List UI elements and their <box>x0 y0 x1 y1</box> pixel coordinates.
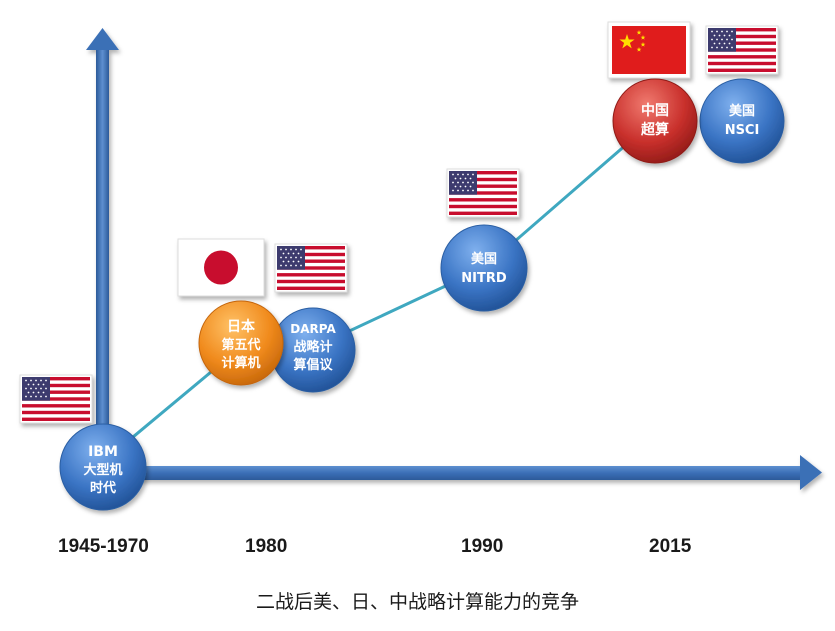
year-label-1945-1970: 1945-1970 <box>58 536 149 557</box>
year-label-1980: 1980 <box>245 536 288 557</box>
node-darpa-line-2: 战略计 <box>293 339 332 355</box>
year-label-2015: 2015 <box>649 536 692 557</box>
node-china-supercomputing: 中国 超算 <box>612 78 698 164</box>
usa-flag-icon <box>19 374 93 424</box>
node-japan-fifth-gen: 日本 第五代 计算机 <box>198 300 284 386</box>
vertical-axis-arrow <box>86 28 119 468</box>
china-flag-icon <box>607 21 691 79</box>
node-china-line-1: 中国 <box>641 102 669 119</box>
node-darpa-line-1: DARPA <box>290 322 336 336</box>
node-japan-line-1: 日本 <box>227 318 256 335</box>
usa-flag-icon <box>274 243 348 293</box>
node-darpa-sci: DARPA 战略计 算倡议 <box>270 307 356 393</box>
japan-flag-icon <box>177 238 265 297</box>
node-nitrd-line-2: NITRD <box>461 271 507 286</box>
usa-flag-icon <box>446 168 520 218</box>
node-japan-line-3: 计算机 <box>221 355 260 371</box>
node-nitrd-line-1: 美国 <box>471 251 497 267</box>
node-ibm-line-1: IBM <box>88 444 118 460</box>
year-label-1990: 1990 <box>461 536 504 557</box>
node-nsci-line-1: 美国 <box>729 103 755 119</box>
horizontal-axis-arrow <box>100 455 822 490</box>
node-usa-nsci: 美国 NSCI <box>699 78 785 164</box>
node-ibm-line-3: 时代 <box>90 480 116 496</box>
node-china-line-2: 超算 <box>640 121 669 138</box>
node-nsci-line-2: NSCI <box>725 123 760 138</box>
node-ibm-mainframe: IBM 大型机 时代 <box>59 423 147 511</box>
diagram-caption: 二战后美、日、中战略计算能力的竞争 <box>255 591 579 613</box>
node-usa-nitrd: 美国 NITRD <box>440 224 528 312</box>
node-ibm-line-2: 大型机 <box>83 462 122 478</box>
node-darpa-line-3: 算倡议 <box>293 357 333 373</box>
node-japan-line-2: 第五代 <box>221 337 260 353</box>
usa-flag-icon <box>705 25 779 75</box>
